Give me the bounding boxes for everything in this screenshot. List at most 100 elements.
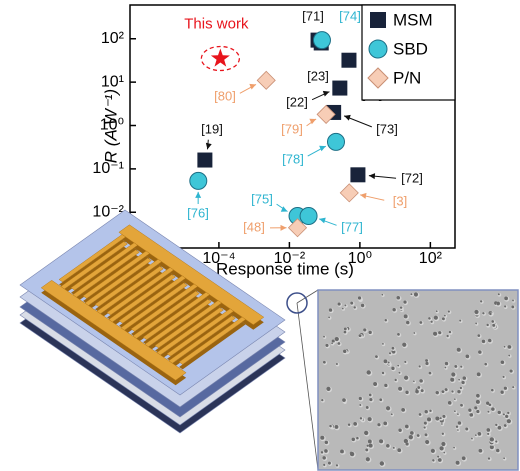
sem-dot (404, 360, 407, 364)
sem-dot (455, 460, 460, 465)
sem-dot (426, 417, 432, 422)
sem-dot (391, 366, 395, 371)
sem-dot (398, 371, 401, 374)
zoom-circle (286, 292, 308, 314)
sem-dot (430, 320, 433, 323)
sem-dot (477, 334, 481, 337)
sem-dot (384, 383, 388, 388)
sem-dot (403, 375, 409, 380)
sem-dot (386, 444, 390, 448)
sem-dot (337, 302, 341, 306)
sem-dot (511, 305, 515, 309)
sem-dot (331, 339, 335, 343)
zoom-line (296, 302, 319, 471)
sem-dot (454, 364, 458, 368)
electrode-side (72, 254, 140, 303)
sem-dot (432, 459, 435, 462)
sem-dot (496, 301, 500, 306)
sem-dot (507, 411, 510, 415)
sem-dot (484, 362, 488, 366)
sem-dot (358, 334, 362, 338)
electrode (94, 258, 163, 307)
sem-dot (503, 457, 506, 460)
electrode (154, 300, 223, 349)
sem-dot (418, 413, 422, 416)
sem-dot (408, 435, 413, 440)
electrode-side (168, 320, 236, 369)
annotation-ring (200, 45, 241, 72)
sem-dot (502, 413, 505, 416)
reference-label: [80] (214, 88, 236, 103)
sem-dot (398, 428, 402, 432)
sem-dot (460, 403, 463, 407)
sem-dot (329, 424, 332, 428)
sem-dot (368, 330, 372, 335)
x-tick-label: 10⁻⁴ (202, 250, 235, 267)
sem-dot (419, 379, 423, 383)
sem-dot (441, 423, 443, 425)
arrow-head (368, 173, 376, 180)
sem-dot (379, 398, 383, 402)
arrow-head (344, 114, 351, 121)
sem-dot (476, 409, 480, 414)
msm-point (341, 52, 357, 68)
electrode-side (167, 313, 234, 362)
sem-dot (391, 346, 395, 350)
sem-dot (443, 314, 446, 317)
sem-dot (397, 333, 400, 336)
y-tick-label: 10² (101, 30, 125, 47)
sem-dot (437, 455, 440, 458)
msm-point (197, 152, 213, 168)
sem-dot (476, 393, 480, 398)
sem-dot (435, 416, 440, 421)
sem-dot (474, 434, 477, 436)
sem-dot (365, 448, 369, 452)
arrow-head (205, 142, 212, 150)
sem-dot (343, 327, 347, 331)
sem-dot (447, 310, 450, 313)
sem-dot (410, 431, 414, 435)
sem-dot (373, 382, 378, 386)
sem-dot (404, 424, 409, 429)
sbd-point (189, 171, 208, 190)
plot-frame (129, 4, 456, 249)
legend-marker (370, 12, 386, 28)
sem-dot (403, 438, 409, 444)
sem-dot (405, 390, 409, 395)
sem-dot (381, 293, 384, 296)
sem-dot (505, 414, 509, 419)
sem-dot (397, 364, 400, 367)
sem-dot (337, 342, 341, 345)
sem-dot (430, 448, 435, 453)
electrode-side (83, 256, 150, 304)
sem-dot (443, 451, 446, 454)
electrode (118, 275, 187, 324)
sem-dot (465, 354, 470, 359)
sem-dot (344, 304, 347, 307)
electrode-side (60, 246, 128, 294)
sem-dot (444, 366, 447, 369)
electrode-side (107, 272, 174, 320)
sem-dot (462, 376, 467, 380)
sem-dot (343, 349, 347, 354)
sem-dot (489, 437, 495, 442)
sem-dot (504, 305, 507, 308)
sem-dot (392, 446, 395, 449)
sem-dot (475, 399, 480, 404)
sem-dot (384, 319, 388, 322)
sem-dot (471, 437, 473, 440)
sem-dot (368, 393, 372, 397)
sem-background (317, 289, 519, 471)
sem-dot (489, 312, 492, 316)
electrode-side (120, 287, 188, 336)
electrode (40, 279, 187, 381)
sem-dot (465, 427, 469, 431)
sem-dot (365, 406, 369, 409)
sem-dot (385, 406, 391, 411)
sem-dot (423, 426, 426, 429)
sem-dot (458, 378, 460, 381)
sem-dot (324, 449, 328, 453)
legend-label: SBD (393, 39, 428, 58)
sem-dot (503, 424, 507, 427)
sem-dot (500, 390, 504, 394)
